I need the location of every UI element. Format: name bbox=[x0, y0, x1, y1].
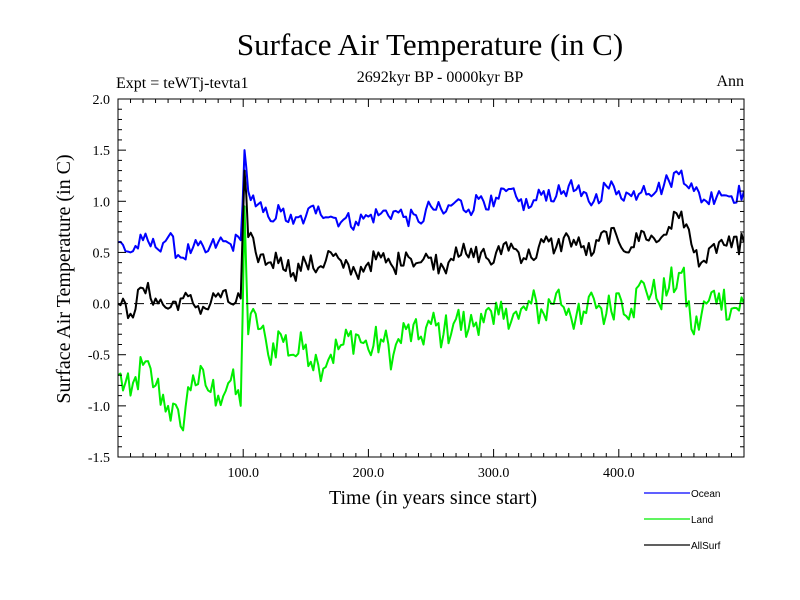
legend: Ocean Land AllSurf bbox=[644, 489, 721, 552]
period-label: Ann bbox=[716, 73, 744, 90]
x-tick-label: 300.0 bbox=[478, 466, 510, 481]
axis-ticks bbox=[118, 98, 744, 458]
x-axis-label: Time (in years since start) bbox=[329, 487, 537, 509]
series-line-land bbox=[118, 205, 744, 432]
y-tick-label: 0.5 bbox=[93, 246, 111, 261]
chart-title: Surface Air Temperature (in C) bbox=[237, 27, 623, 62]
x-tick-label: 100.0 bbox=[227, 466, 259, 481]
series-layer bbox=[118, 149, 744, 432]
chart-subtitle: 2692kyr BP - 0000kyr BP bbox=[357, 69, 524, 86]
y-tick-label: 1.5 bbox=[93, 144, 111, 159]
experiment-label: Expt = teWTj-tevta1 bbox=[116, 75, 249, 92]
legend-label-allsurf: AllSurf bbox=[691, 541, 721, 552]
x-tick-labels: 100.0 200.0 300.0 400.0 bbox=[227, 466, 634, 481]
y-axis-label: Surface Air Temperature (in C) bbox=[53, 154, 75, 403]
legend-label-ocean: Ocean bbox=[691, 489, 720, 500]
series-line-allsurf bbox=[118, 169, 744, 320]
y-tick-label: 2.0 bbox=[93, 93, 111, 108]
y-tick-label: -1.5 bbox=[88, 451, 110, 466]
legend-label-land: Land bbox=[691, 515, 713, 526]
x-tick-label: 400.0 bbox=[603, 466, 635, 481]
x-tick-label: 200.0 bbox=[353, 466, 385, 481]
y-tick-label: 0.0 bbox=[93, 298, 111, 313]
series-line-ocean bbox=[118, 149, 744, 261]
y-tick-label: -1.0 bbox=[88, 400, 110, 415]
y-tick-label: 1.0 bbox=[93, 195, 111, 210]
y-tick-label: -0.5 bbox=[88, 349, 110, 364]
y-tick-labels: -1.5 -1.0 -0.5 0.0 0.5 1.0 1.5 2.0 bbox=[88, 93, 110, 466]
